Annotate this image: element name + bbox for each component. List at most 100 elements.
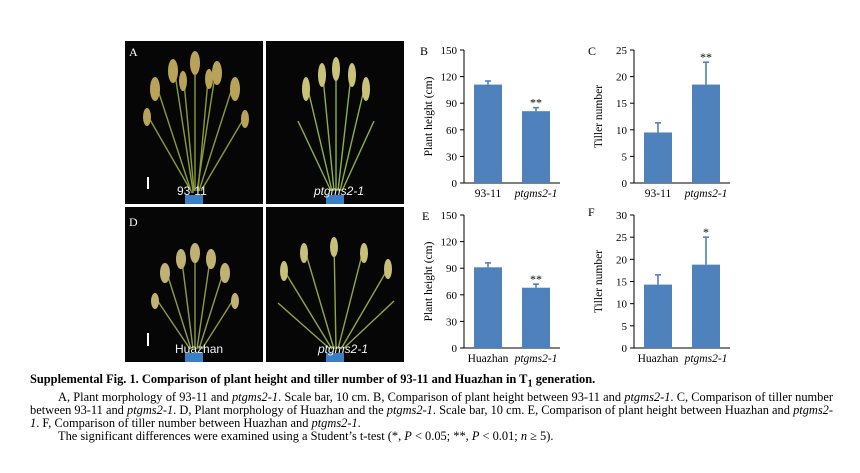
significance-label: ** [530,272,542,286]
panel-letter-e: E [422,209,430,223]
bar [474,84,502,183]
y-tick-label: 0 [452,178,458,190]
y-tick-label: 120 [441,72,458,84]
y-tick-label: 25 [616,45,628,57]
caption-stat-symbol: P [404,429,412,444]
y-tick-label: 60 [446,290,458,302]
photo-panel-d-wildtype: D Huazhan [125,207,263,362]
caption-title-end: generation. [532,372,596,386]
significance-label: * [703,225,709,239]
caption-text: . [357,416,361,431]
rice-plant-image [147,243,239,362]
photo-label-93-11: 93-11 [177,184,207,198]
x-tick-label: Huazhan [468,353,509,365]
x-tick-label: ptgms2-1 [514,188,558,200]
y-tick-label: 120 [441,237,458,249]
bar [474,267,502,348]
caption-text: < 0.05; **, [411,429,472,444]
caption-gene-name: ptgms2-1 [231,389,279,404]
significance-label: ** [700,50,712,64]
bar-chart-svg: 0 30 60 90 120 150 Plant height (cm) Huazhan ** p… [423,210,560,365]
y-tick-label: 90 [446,98,458,110]
caption-text: . F, Comparison of tiller number between… [36,416,312,431]
y-tick-label: 25 [616,232,628,244]
panel-letter-b: B [420,44,429,58]
y-tick-label: 30 [446,316,458,328]
panel-letter-f: F [588,205,595,219]
bar [522,111,550,183]
caption-title-text: Supplemental Fig. 1. Comparison of plant… [30,372,528,386]
y-tick-label: 60 [446,125,458,137]
y-tick-label: 20 [616,254,628,266]
y-tick-label: 5 [622,321,628,333]
rice-plant-image [297,57,375,204]
photo-label-ptgms2-1: ptgms2-1 [314,184,365,198]
caption-text: . Scale bar, 10 cm. E, Comparison of pla… [432,402,794,417]
caption-text: . D, Plant morphology of Huazhan and the [173,402,387,417]
y-tick-label: 0 [622,343,628,355]
significance-label: ** [530,96,542,110]
y-tick-label: 5 [622,151,628,163]
caption-text: ≥ 5). [527,429,554,444]
photo-label-huazhan: Huazhan [175,342,224,356]
y-axis-label: Tiller number [593,85,605,148]
rice-plant-image [143,51,249,204]
bar [692,264,720,348]
rice-plant-image [277,237,395,362]
y-axis-label: Plant height (cm) [423,241,435,321]
x-tick-label: 93-11 [645,188,672,200]
caption-text: < 0.01; [479,429,521,444]
y-axis-label: Plant height (cm) [423,76,435,156]
caption-stat-symbol: n [520,429,528,444]
photo-label-ptgms2-1: ptgms2-1 [318,342,369,356]
y-tick-label: 0 [452,343,458,355]
x-tick-label: ptgms2-1 [684,188,728,200]
caption-paragraph-1: A, Plant morphology of 93-11 and ptgms2-… [30,389,834,431]
chart-f-tiller-number: F 0 5 10 15 20 25 30 Tiller number Huazhan * ptgms… [580,205,735,368]
caption-stat-symbol: P [471,429,480,444]
y-tick-label: 30 [616,210,628,222]
caption-text: . C, Comparison of tiller number between… [30,389,834,417]
bar-chart-svg: 0 5 10 15 20 25 30 Tiller number Huazhan * ptgms2-… [593,210,730,365]
x-tick-label: ptgms2-1 [514,353,558,365]
y-tick-label: 0 [622,178,628,190]
photo-panel-d-mutant: ptgms2-1 [266,207,404,362]
bar [644,284,672,348]
y-tick-label: 15 [616,98,628,110]
y-tick-label: 30 [446,151,458,163]
bar-chart-svg: 0 30 60 90 120 150 Plant height (cm) 93-11 ** ptg… [423,45,560,200]
chart-c-tiller-number: C 0 5 10 15 20 25 Tiller number 93-11 ** ptgms2-1 [580,40,735,203]
bar [522,287,550,348]
y-tick-label: 90 [446,263,458,275]
caption-paragraph-2: The significant differences were examine… [30,430,833,443]
chart-b-plant-height: B 0 30 60 90 120 150 Plant height (cm) 93-11 ** p… [410,40,570,203]
panel-letter-c: C [588,44,597,58]
y-tick-label: 20 [616,72,628,84]
y-tick-label: 10 [616,125,628,137]
caption-text: A, Plant morphology of 93-11 and [58,389,232,404]
x-tick-label: ptgms2-1 [684,353,728,365]
chart-e-plant-height: E 0 30 60 90 120 150 Plant height (cm) Huazhan *… [410,205,570,368]
panel-letter-d: D [129,215,138,229]
bar [692,84,720,183]
caption-text: The significant differences were examine… [58,429,405,444]
y-tick-label: 15 [616,277,628,289]
caption-gene-name: ptgms2-1 [311,416,358,431]
bar [644,132,672,183]
x-tick-label: 93-11 [475,188,502,200]
caption-title-subscript: 1 [527,378,533,390]
y-tick-label: 10 [616,299,628,311]
caption-gene-name: ptgms2-1 [624,389,671,404]
y-axis-label: Tiller number [593,250,605,313]
bar-chart-svg: 0 5 10 15 20 25 Tiller number 93-11 ** ptgms2-1 [593,45,730,200]
y-tick-label: 150 [441,210,458,222]
caption-text: . Scale bar, 10 cm. B, Comparison of pla… [278,389,625,404]
y-tick-label: 150 [441,45,458,57]
photo-panel-a-wildtype: A 93-11 [125,41,263,204]
x-tick-label: Huazhan [638,353,679,365]
photo-panel-a-mutant: ptgms2-1 [266,41,404,204]
panel-letter-a: A [129,45,138,59]
caption-gene-name: ptgms2-1 [127,402,174,417]
caption-title: Supplemental Fig. 1. Comparison of plant… [30,372,833,391]
caption-gene-name: ptgms2-1 [30,402,833,431]
